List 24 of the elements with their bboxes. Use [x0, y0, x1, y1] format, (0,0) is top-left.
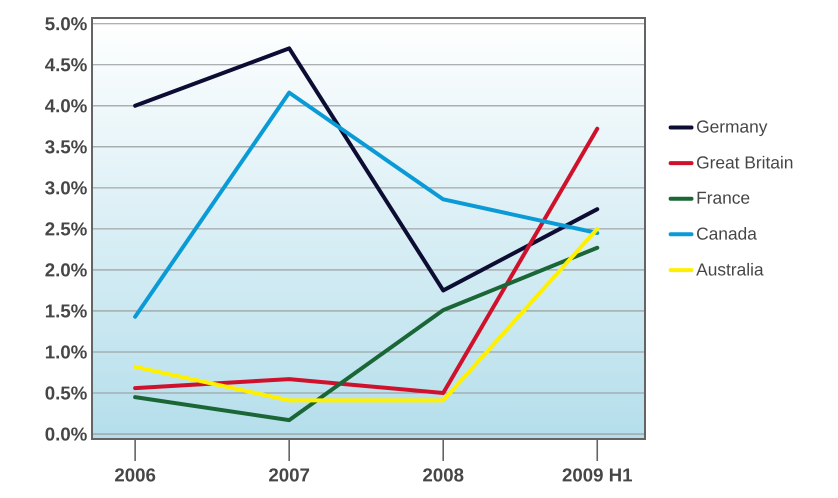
- legend-label: Germany: [697, 120, 768, 136]
- y-tick-label: 3.5%: [45, 140, 87, 154]
- y-tick-label: 1.5%: [46, 304, 87, 318]
- x-tick-label: 2006: [115, 468, 156, 482]
- line-series: [133, 246, 600, 422]
- x-tick-label: 2009 H1: [562, 468, 632, 482]
- y-tick-label: 2.0%: [45, 263, 87, 277]
- y-tick-label: 4.0%: [45, 99, 87, 112]
- line-series: [133, 90, 600, 319]
- legend-label: Great Britain: [697, 156, 792, 169]
- y-tick-label: 2.5%: [45, 222, 87, 236]
- y-tick-label: 0.0%: [45, 427, 87, 441]
- y-tick-label: 3.0%: [45, 181, 87, 194]
- x-tick-label: 2007: [269, 468, 310, 482]
- y-tick-label: 0.5%: [45, 386, 87, 400]
- line-series: [133, 126, 600, 396]
- legend-label: Australia: [696, 262, 764, 276]
- x-tick-label: 2008: [423, 468, 464, 482]
- line-series: [133, 46, 600, 292]
- y-tick-label: 4.5%: [45, 58, 87, 72]
- legend-label: Canada: [697, 226, 757, 240]
- y-tick-label: 1.0%: [46, 345, 87, 359]
- y-tick-label: 5.0%: [45, 17, 87, 30]
- legend-label: France: [698, 192, 750, 204]
